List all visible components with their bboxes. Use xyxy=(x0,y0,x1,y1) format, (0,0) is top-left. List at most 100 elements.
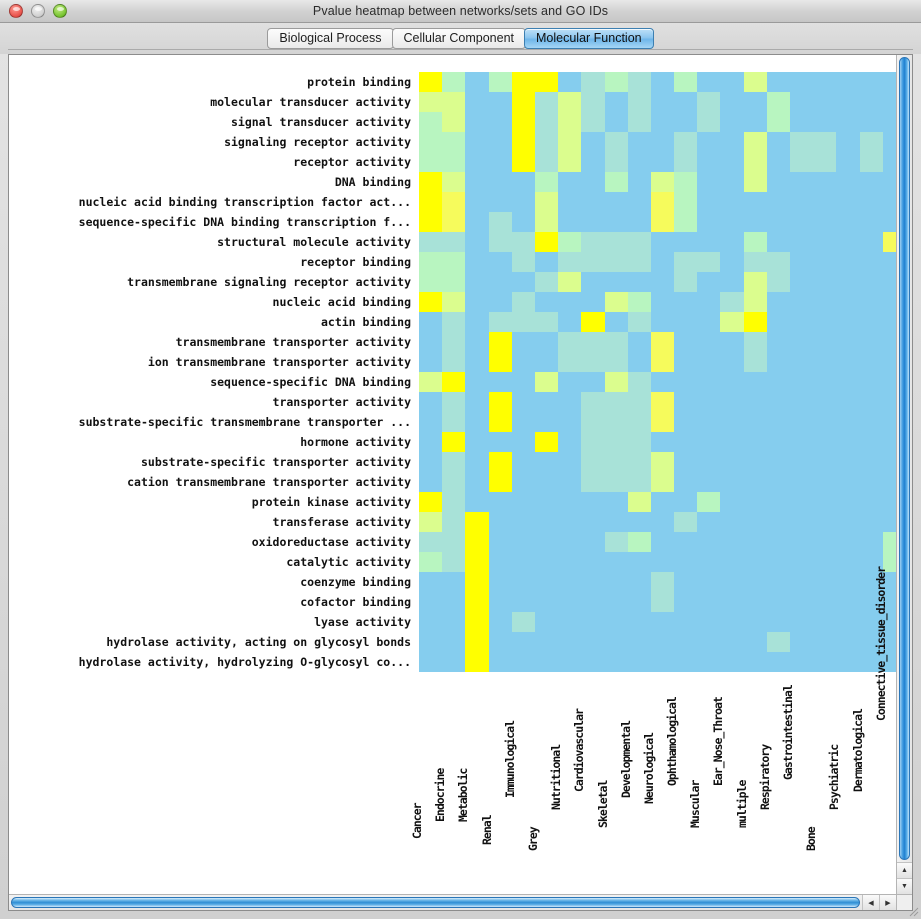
heatmap-cell[interactable] xyxy=(836,572,860,592)
heatmap-cell[interactable] xyxy=(790,252,814,272)
heatmap-cell[interactable] xyxy=(697,652,721,672)
heatmap-cell[interactable] xyxy=(743,192,767,212)
heatmap-cell[interactable] xyxy=(674,392,698,412)
scroll-up-arrow-icon[interactable]: ▲ xyxy=(897,862,912,878)
heatmap-cell[interactable] xyxy=(813,272,837,292)
heatmap-cell[interactable] xyxy=(836,492,860,512)
heatmap-cell[interactable] xyxy=(697,272,721,292)
heatmap-cell[interactable] xyxy=(697,612,721,632)
horizontal-scroll-thumb[interactable] xyxy=(11,897,860,908)
heatmap-cell[interactable] xyxy=(488,632,512,652)
heatmap-cell[interactable] xyxy=(766,572,790,592)
heatmap-cell[interactable] xyxy=(813,232,837,252)
heatmap-cell[interactable] xyxy=(882,192,896,212)
heatmap-cell[interactable] xyxy=(511,112,535,132)
heatmap-cell[interactable] xyxy=(650,232,675,252)
heatmap-cell[interactable] xyxy=(697,632,721,652)
heatmap-cell[interactable] xyxy=(488,372,512,392)
heatmap-cell[interactable] xyxy=(743,212,767,232)
heatmap-cell[interactable] xyxy=(790,432,814,452)
heatmap-cell[interactable] xyxy=(488,592,512,612)
heatmap-cell[interactable] xyxy=(720,152,744,172)
heatmap-cell[interactable] xyxy=(720,132,744,152)
heatmap-cell[interactable] xyxy=(488,112,512,132)
heatmap-cell[interactable] xyxy=(534,312,559,332)
heatmap-cell[interactable] xyxy=(813,92,837,112)
heatmap-cell[interactable] xyxy=(836,552,860,572)
heatmap-cell[interactable] xyxy=(581,512,605,532)
heatmap-cell[interactable] xyxy=(558,232,582,252)
heatmap-cell[interactable] xyxy=(882,512,896,532)
heatmap-cell[interactable] xyxy=(766,132,790,152)
heatmap-cell[interactable] xyxy=(442,72,466,92)
heatmap-cell[interactable] xyxy=(534,412,559,432)
heatmap-cell[interactable] xyxy=(813,532,837,552)
heatmap-cell[interactable] xyxy=(558,132,582,152)
horizontal-scrollbar[interactable]: ◀ ▶ xyxy=(9,894,896,910)
heatmap-cell[interactable] xyxy=(743,452,767,472)
heatmap-cell[interactable] xyxy=(581,252,605,272)
heatmap-cell[interactable] xyxy=(581,412,605,432)
heatmap-cell[interactable] xyxy=(419,432,443,452)
heatmap-cell[interactable] xyxy=(650,332,675,352)
heatmap-cell[interactable] xyxy=(859,252,883,272)
heatmap-cell[interactable] xyxy=(743,592,767,612)
heatmap-cell[interactable] xyxy=(882,212,896,232)
heatmap-cell[interactable] xyxy=(627,112,651,132)
heatmap-cell[interactable] xyxy=(674,152,698,172)
heatmap-cell[interactable] xyxy=(720,392,744,412)
heatmap-cell[interactable] xyxy=(836,652,860,672)
heatmap-cell[interactable] xyxy=(627,372,651,392)
heatmap-cell[interactable] xyxy=(859,392,883,412)
heatmap-cell[interactable] xyxy=(442,532,466,552)
heatmap-cell[interactable] xyxy=(743,252,767,272)
heatmap-cell[interactable] xyxy=(604,132,628,152)
heatmap-cell[interactable] xyxy=(790,212,814,232)
heatmap-cell[interactable] xyxy=(859,472,883,492)
heatmap-cell[interactable] xyxy=(859,92,883,112)
heatmap-cell[interactable] xyxy=(743,152,767,172)
heatmap-cell[interactable] xyxy=(674,632,698,652)
heatmap-cell[interactable] xyxy=(650,212,675,232)
heatmap-cell[interactable] xyxy=(882,572,896,592)
heatmap-cell[interactable] xyxy=(836,232,860,252)
heatmap-cell[interactable] xyxy=(859,112,883,132)
heatmap-cell[interactable] xyxy=(836,452,860,472)
heatmap-cell[interactable] xyxy=(419,612,443,632)
heatmap-cell[interactable] xyxy=(534,72,559,92)
heatmap-cell[interactable] xyxy=(859,72,883,92)
heatmap-cell[interactable] xyxy=(766,592,790,612)
zoom-button[interactable] xyxy=(53,4,67,18)
heatmap-cell[interactable] xyxy=(511,192,535,212)
heatmap-cell[interactable] xyxy=(581,332,605,352)
heatmap-cell[interactable] xyxy=(534,572,559,592)
heatmap-cell[interactable] xyxy=(859,452,883,472)
heatmap-cell[interactable] xyxy=(766,512,790,532)
heatmap-cell[interactable] xyxy=(442,552,466,572)
heatmap-cell[interactable] xyxy=(720,72,744,92)
heatmap-cell[interactable] xyxy=(465,192,489,212)
heatmap-cell[interactable] xyxy=(882,372,896,392)
heatmap-cell[interactable] xyxy=(674,452,698,472)
heatmap-cell[interactable] xyxy=(627,452,651,472)
heatmap-cell[interactable] xyxy=(650,112,675,132)
heatmap-cell[interactable] xyxy=(859,492,883,512)
heatmap-cell[interactable] xyxy=(465,132,489,152)
heatmap-cell[interactable] xyxy=(674,272,698,292)
heatmap-cell[interactable] xyxy=(882,492,896,512)
heatmap-cell[interactable] xyxy=(697,432,721,452)
heatmap-cell[interactable] xyxy=(674,232,698,252)
heatmap-cell[interactable] xyxy=(604,632,628,652)
heatmap-cell[interactable] xyxy=(511,652,535,672)
heatmap-cell[interactable] xyxy=(558,92,582,112)
heatmap-cell[interactable] xyxy=(581,292,605,312)
heatmap-cell[interactable] xyxy=(859,292,883,312)
heatmap-cell[interactable] xyxy=(627,232,651,252)
heatmap-cell[interactable] xyxy=(419,352,443,372)
heatmap-cell[interactable] xyxy=(488,572,512,592)
heatmap-cell[interactable] xyxy=(650,152,675,172)
heatmap-cell[interactable] xyxy=(836,72,860,92)
heatmap-cell[interactable] xyxy=(743,272,767,292)
heatmap-cell[interactable] xyxy=(650,272,675,292)
heatmap-cell[interactable] xyxy=(720,292,744,312)
